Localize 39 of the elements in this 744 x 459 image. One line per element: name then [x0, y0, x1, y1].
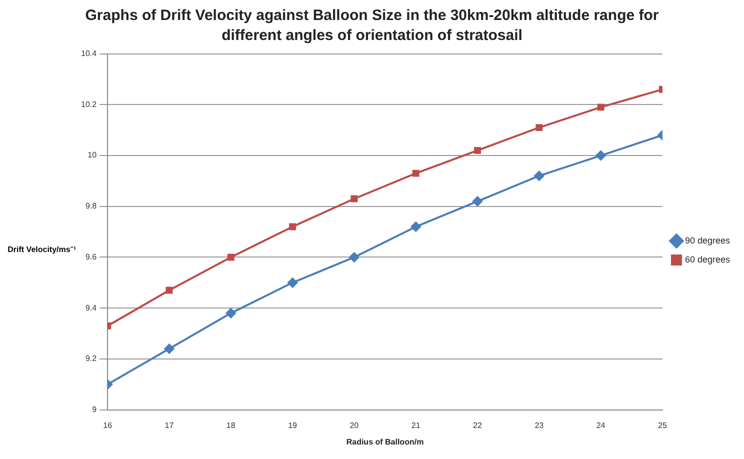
- x-tick-label: 19: [288, 420, 298, 430]
- point: [597, 104, 604, 111]
- point: [289, 223, 296, 230]
- x-tick-label: 21: [411, 420, 421, 430]
- point: [474, 146, 481, 154]
- point: [472, 196, 482, 206]
- point: [227, 254, 234, 261]
- point: [226, 308, 236, 318]
- y-tick-label: 9.8: [85, 202, 98, 211]
- point: [412, 170, 420, 177]
- y-tick-label: 10.2: [80, 100, 98, 109]
- point: [536, 124, 543, 132]
- point: [166, 286, 173, 294]
- x-tick-label: 22: [473, 420, 482, 430]
- legend-label: 90 degrees: [684, 235, 730, 246]
- x-tick-label: 24: [596, 420, 606, 430]
- x-tick-label: 16: [103, 420, 113, 430]
- point: [596, 150, 606, 161]
- x-axis-title: Radius of Balloon/m: [346, 437, 424, 446]
- x-tick-label: 18: [226, 420, 236, 430]
- y-axis-title: Drift Velocity/ms⁻¹: [6, 244, 77, 254]
- point: [350, 195, 358, 202]
- x-tick-label: 25: [658, 420, 668, 430]
- y-tick-label: 9: [92, 405, 98, 414]
- point: [534, 170, 544, 181]
- point: [164, 344, 174, 354]
- y-tick-label: 9.4: [85, 303, 98, 312]
- x-tick-label: 20: [350, 420, 360, 430]
- y-tick-label: 9.2: [85, 354, 98, 364]
- point: [349, 252, 360, 262]
- point: [410, 222, 421, 232]
- x-tick-label: 23: [534, 420, 544, 430]
- y-tick-label: 10: [88, 150, 98, 160]
- y-tick-label: 9.6: [85, 252, 98, 262]
- y-tick-label: 10.4: [80, 49, 98, 58]
- point: [288, 278, 298, 288]
- x-tick-label: 17: [164, 420, 174, 430]
- legend-label: 60 degrees: [684, 254, 730, 264]
- chart-title: Graphs of Drift Velocity against Balloon Size in the 30km-20km altitude range for different angles of orientation of stratosail: [84, 6, 660, 46]
